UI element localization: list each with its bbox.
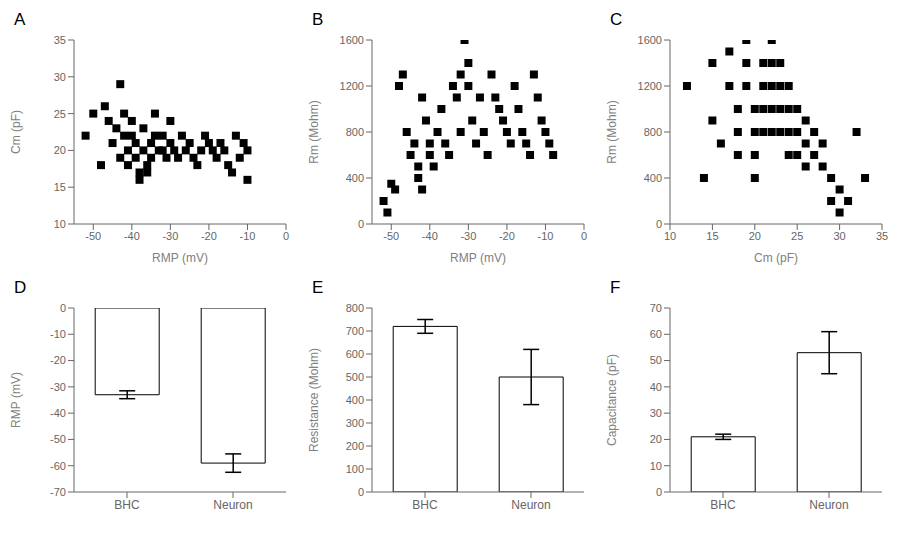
svg-text:30: 30 xyxy=(54,71,66,83)
html-text:C: C xyxy=(610,10,623,29)
svg-text:1600: 1600 xyxy=(340,34,364,46)
svg-text:BHC: BHC xyxy=(710,498,736,512)
svg-text:20: 20 xyxy=(650,433,662,445)
svg-text:100: 100 xyxy=(346,463,364,475)
svg-text:0: 0 xyxy=(656,486,662,498)
svg-text:Neuron: Neuron xyxy=(213,498,252,512)
svg-text:-10: -10 xyxy=(240,230,256,242)
svg-text:Capacitance (pF): Capacitance (pF) xyxy=(605,354,619,446)
svg-text:400: 400 xyxy=(644,172,662,184)
svg-text:-20: -20 xyxy=(201,230,217,242)
svg-text:30: 30 xyxy=(833,230,845,242)
svg-text:-70: -70 xyxy=(50,486,66,498)
svg-text:60: 60 xyxy=(650,328,662,340)
svg-text:Rm (Mohm): Rm (Mohm) xyxy=(605,100,619,163)
svg-text:Cm (pF): Cm (pF) xyxy=(9,110,23,154)
svg-text:400: 400 xyxy=(346,172,364,184)
svg-text:0: 0 xyxy=(581,230,587,242)
svg-text:RMP (mV): RMP (mV) xyxy=(152,251,208,265)
svg-text:-10: -10 xyxy=(538,230,554,242)
svg-text:Rm (Mohm): Rm (Mohm) xyxy=(307,100,321,163)
svg-text:20: 20 xyxy=(54,144,66,156)
svg-text:BHC: BHC xyxy=(114,498,140,512)
svg-text:10: 10 xyxy=(54,218,66,230)
svg-text:-30: -30 xyxy=(50,381,66,393)
svg-text:35: 35 xyxy=(876,230,888,242)
svg-text:10: 10 xyxy=(664,230,676,242)
svg-text:25: 25 xyxy=(791,230,803,242)
svg-text:20: 20 xyxy=(749,230,761,242)
svg-text:200: 200 xyxy=(346,440,364,452)
svg-text:30: 30 xyxy=(650,407,662,419)
svg-text:-20: -20 xyxy=(50,354,66,366)
svg-text:25: 25 xyxy=(54,108,66,120)
html-text:D: D xyxy=(14,278,27,297)
svg-text:600: 600 xyxy=(346,348,364,360)
svg-text:-20: -20 xyxy=(499,230,515,242)
svg-text:Neuron: Neuron xyxy=(809,498,848,512)
svg-text:-40: -40 xyxy=(50,407,66,419)
html-text:E: E xyxy=(312,278,324,297)
svg-text:RMP (mV): RMP (mV) xyxy=(9,372,23,428)
svg-text:15: 15 xyxy=(54,181,66,193)
svg-text:-50: -50 xyxy=(383,230,399,242)
svg-text:RMP (mV): RMP (mV) xyxy=(450,251,506,265)
svg-text:35: 35 xyxy=(54,34,66,46)
html-text:B: B xyxy=(312,10,324,29)
svg-text:0: 0 xyxy=(358,486,364,498)
svg-text:1200: 1200 xyxy=(340,80,364,92)
svg-text:Neuron: Neuron xyxy=(511,498,550,512)
svg-text:0: 0 xyxy=(358,218,364,230)
svg-text:-40: -40 xyxy=(422,230,438,242)
html-text:F: F xyxy=(610,278,621,297)
svg-text:-40: -40 xyxy=(124,230,140,242)
svg-text:-30: -30 xyxy=(162,230,178,242)
svg-text:-60: -60 xyxy=(50,460,66,472)
svg-text:15: 15 xyxy=(706,230,718,242)
svg-text:700: 700 xyxy=(346,325,364,337)
svg-text:500: 500 xyxy=(346,371,364,383)
svg-text:40: 40 xyxy=(650,381,662,393)
svg-text:-50: -50 xyxy=(50,433,66,445)
svg-text:Resistance (Mohm): Resistance (Mohm) xyxy=(307,348,321,452)
svg-text:BHC: BHC xyxy=(412,498,438,512)
svg-text:400: 400 xyxy=(346,394,364,406)
svg-text:70: 70 xyxy=(650,302,662,314)
svg-text:-50: -50 xyxy=(85,230,101,242)
svg-text:0: 0 xyxy=(283,230,289,242)
svg-text:-10: -10 xyxy=(50,328,66,340)
svg-text:50: 50 xyxy=(650,354,662,366)
svg-text:0: 0 xyxy=(60,302,66,314)
svg-text:Cm (pF): Cm (pF) xyxy=(754,251,798,265)
svg-text:1200: 1200 xyxy=(638,80,662,92)
svg-text:800: 800 xyxy=(346,126,364,138)
svg-text:-30: -30 xyxy=(460,230,476,242)
svg-text:0: 0 xyxy=(656,218,662,230)
svg-text:1600: 1600 xyxy=(638,34,662,46)
svg-text:800: 800 xyxy=(644,126,662,138)
svg-text:10: 10 xyxy=(650,460,662,472)
svg-text:800: 800 xyxy=(346,302,364,314)
svg-text:300: 300 xyxy=(346,417,364,429)
html-text:A: A xyxy=(14,10,26,29)
